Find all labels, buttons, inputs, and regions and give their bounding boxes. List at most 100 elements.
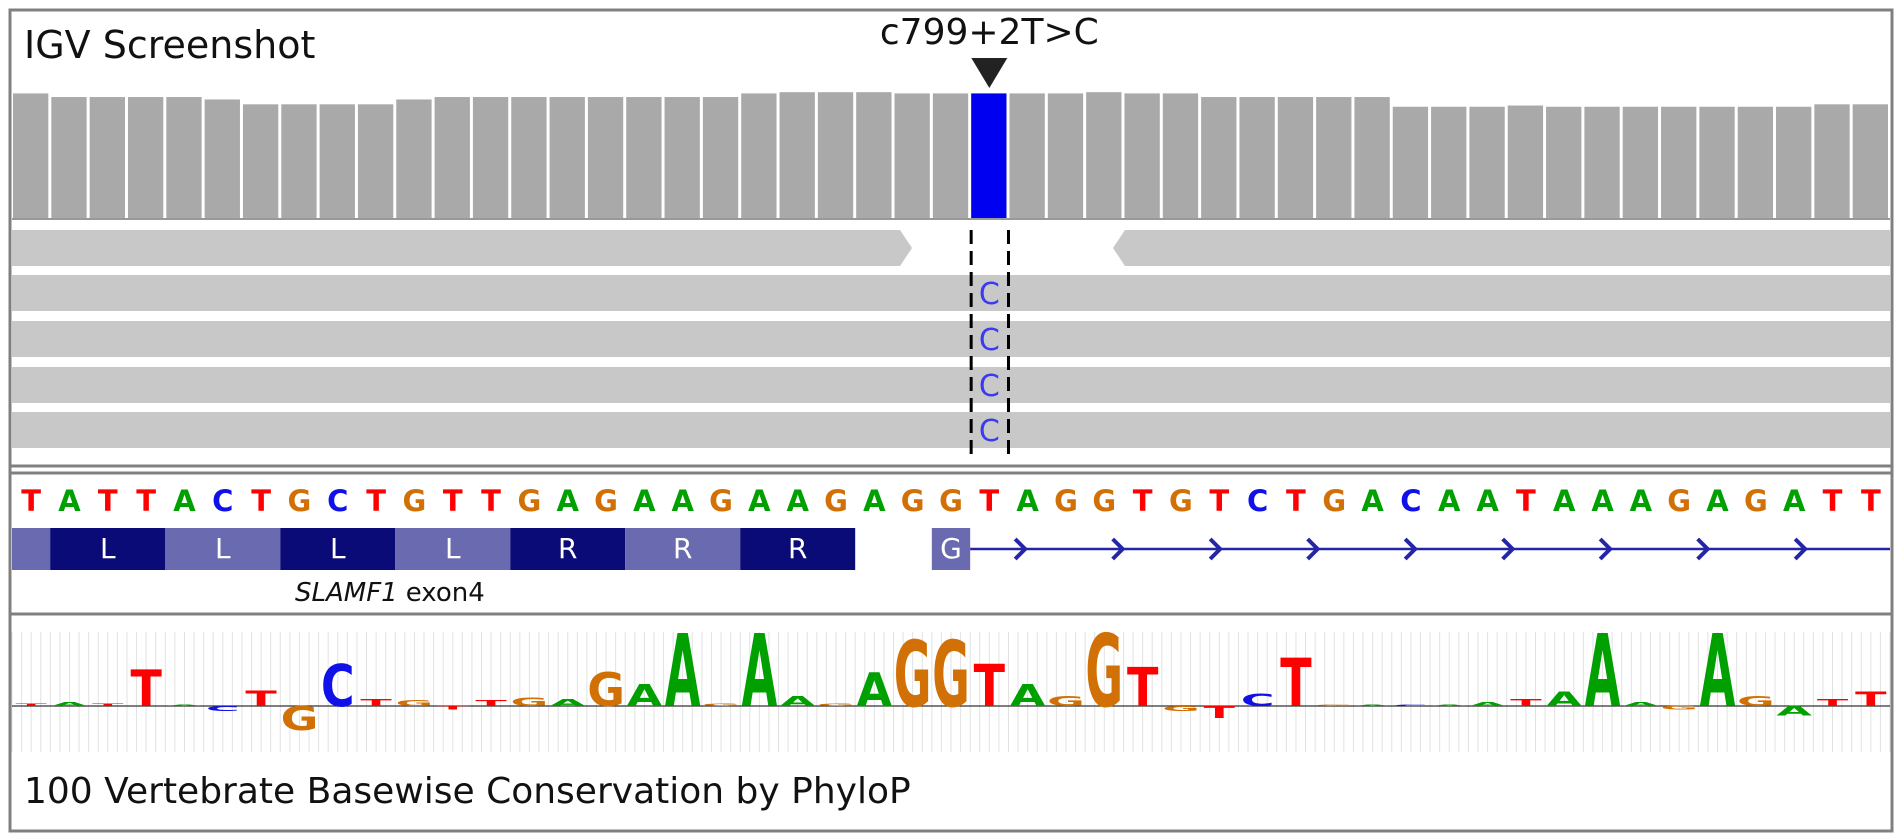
logo-letter: G	[1047, 694, 1085, 709]
read-base: C	[979, 323, 1000, 358]
reference-base: A	[748, 484, 771, 518]
logo-background	[11, 632, 1891, 752]
reference-base: T	[1861, 484, 1881, 518]
reference-base: A	[1553, 484, 1576, 518]
reference-base: T	[1516, 484, 1536, 518]
logo-letter: T	[1817, 697, 1849, 709]
coverage-bar	[1699, 106, 1735, 218]
coverage-bar	[779, 92, 815, 218]
logo-letter: G	[817, 703, 855, 707]
logo-letter: A	[1010, 679, 1046, 714]
reference-base: G	[1667, 484, 1691, 518]
logo-letter: G	[1162, 705, 1200, 713]
logo-letter: G	[1737, 694, 1775, 709]
logo-letter: A	[665, 615, 701, 731]
read	[12, 367, 1890, 403]
amino-acid: R	[558, 532, 577, 565]
intron-arrow	[1306, 537, 1321, 561]
read-base: C	[979, 369, 1000, 404]
intron-arrow	[1403, 537, 1418, 561]
reference-base: G	[1054, 484, 1078, 518]
logo-letter: T	[130, 661, 162, 718]
reference-base: G	[1322, 484, 1346, 518]
logo-letter: T	[1127, 657, 1159, 719]
coverage-bar	[51, 97, 87, 218]
logo-letter: G	[281, 700, 319, 738]
read	[12, 230, 912, 266]
figure-title: IGV Screenshot	[24, 23, 315, 67]
reference-base: G	[403, 484, 427, 518]
coverage-bar	[13, 93, 49, 218]
amino-acid-block	[280, 528, 396, 570]
coverage-bar	[894, 93, 930, 218]
logo-letter: A	[167, 704, 204, 706]
amino-acid: R	[788, 532, 807, 565]
logo-letter: G	[587, 663, 625, 717]
amino-acid: R	[673, 532, 692, 565]
coverage-bar	[357, 104, 394, 218]
intron-arrow	[1013, 537, 1028, 561]
logo-letter: A	[1585, 615, 1621, 731]
reference-base: A	[1438, 484, 1461, 518]
reference-base: G	[518, 484, 542, 518]
coverage-bar	[511, 97, 547, 218]
read	[1113, 230, 1890, 266]
coverage-bar	[242, 104, 279, 218]
amino-acid: L	[215, 532, 231, 565]
reference-base: G	[594, 484, 618, 518]
coverage-bar	[587, 97, 624, 218]
coverage-bar	[472, 97, 509, 218]
coverage-bar	[1086, 92, 1122, 218]
logo-letter: T	[1855, 688, 1886, 711]
logo-letter: A	[1776, 704, 1813, 719]
reference-base: A	[671, 484, 694, 518]
coverage-bar	[1316, 97, 1352, 218]
reference-base: A	[557, 484, 580, 518]
reference-base: A	[1476, 484, 1499, 518]
coverage-bar	[1162, 93, 1199, 218]
coverage-bar	[702, 97, 739, 218]
logo-letter: A	[1470, 701, 1507, 707]
coverage-bar	[1852, 104, 1888, 218]
reference-base: A	[1706, 484, 1729, 518]
reference-base: A	[1591, 484, 1614, 518]
logo-letter: A	[857, 663, 893, 717]
reference-base: A	[1630, 484, 1653, 518]
intron-arrow	[1696, 537, 1711, 561]
amino-acid: L	[445, 532, 461, 565]
read-base: C	[979, 277, 1000, 312]
exon-label: SLAMF1 exon4	[295, 578, 485, 608]
amino-acid: G	[940, 532, 962, 565]
coverage-bar	[1661, 106, 1697, 218]
coverage-bar	[204, 99, 240, 218]
coverage-bar	[166, 97, 202, 218]
amino-acid-block	[165, 528, 281, 570]
coverage-bar	[1814, 104, 1850, 218]
reference-base: G	[901, 484, 925, 518]
logo-letter: A	[1700, 615, 1736, 731]
track-label: 100 Vertebrate Basewise Conservation by …	[24, 771, 911, 812]
coverage-bar	[1239, 97, 1275, 218]
coverage-bar	[1277, 97, 1314, 218]
logo-letter: T	[360, 697, 392, 709]
amino-acid-block	[395, 528, 511, 570]
reference-base: A	[58, 484, 81, 518]
amino-acid: L	[330, 532, 346, 565]
coverage-bar	[1431, 106, 1467, 218]
logo-letter: A	[627, 679, 663, 714]
reference-base: A	[786, 484, 809, 518]
logo-letter: C	[1241, 691, 1275, 710]
variant-marker	[971, 58, 1008, 88]
reference-base: A	[1361, 484, 1384, 518]
reference-base: C	[1247, 484, 1268, 518]
coverage-bar	[1469, 106, 1505, 218]
reference-base: T	[251, 484, 271, 518]
gene-name: SLAMF1	[295, 578, 398, 608]
logo-letter: T	[92, 703, 124, 707]
coverage-bar	[1546, 106, 1582, 218]
reference-base: A	[633, 484, 656, 518]
logo-letter: T	[245, 687, 277, 712]
coverage-bar	[319, 104, 355, 218]
read-base: C	[979, 414, 1000, 449]
coverage-bar	[1354, 97, 1390, 218]
